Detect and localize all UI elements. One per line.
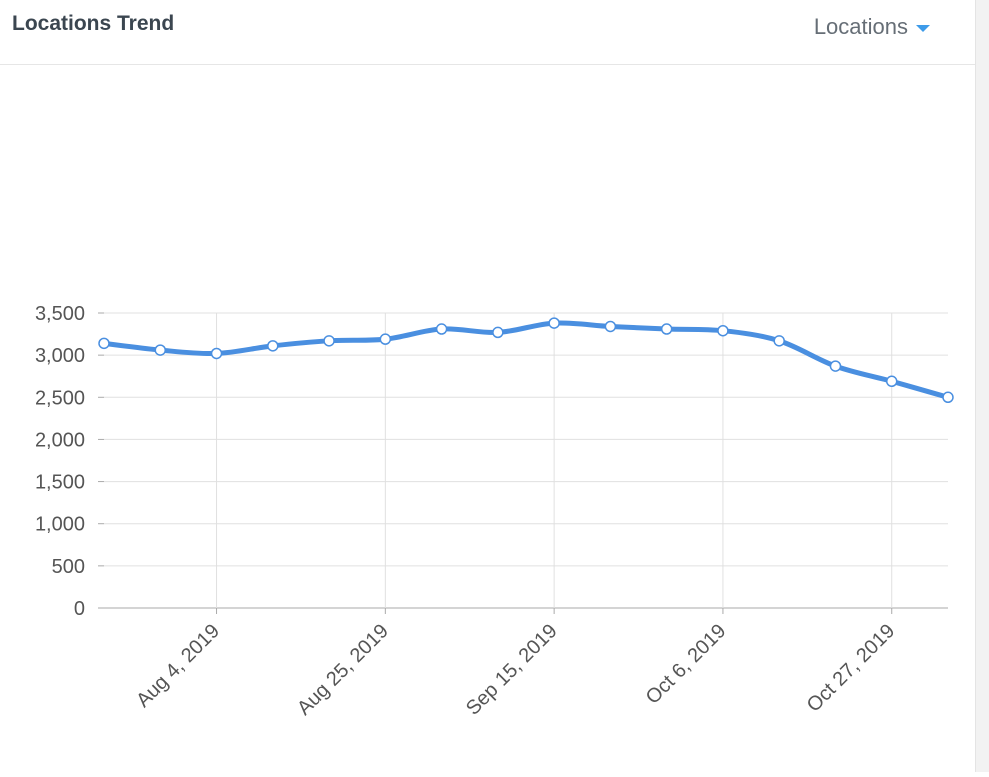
- x-tick-label: Aug 4, 2019: [132, 620, 224, 712]
- data-point[interactable]: [435, 323, 448, 335]
- data-point[interactable]: [829, 360, 842, 372]
- line-chart: 0 500 1,000 1,500 2,000 2,500 3,000 3,500 Aug 4,…: [35, 303, 954, 720]
- x-tick-label: Oct 27, 2019: [803, 620, 900, 717]
- data-point[interactable]: [210, 347, 223, 360]
- y-tick-label: 2,500: [35, 387, 85, 409]
- card-title: Locations Trend: [12, 12, 175, 35]
- data-point[interactable]: [98, 337, 110, 350]
- caret-down-icon: [916, 24, 930, 32]
- y-tick-label: 500: [52, 556, 85, 578]
- series-line: [101, 320, 951, 400]
- y-tick-label: 2,000: [35, 429, 85, 451]
- y-tick-label: 0: [74, 598, 85, 620]
- y-tick-label: 3,500: [35, 303, 85, 325]
- data-point[interactable]: [942, 391, 954, 404]
- chart-area: 0 500 1,000 1,500 2,000 2,500 3,000 3,500 Aug 4,…: [0, 66, 975, 772]
- x-tick-label: Oct 6, 2019: [642, 620, 731, 709]
- y-tick-label: 3,000: [35, 345, 85, 367]
- data-point[interactable]: [154, 344, 167, 356]
- data-point[interactable]: [885, 375, 898, 388]
- data-point[interactable]: [323, 335, 335, 347]
- data-point[interactable]: [773, 335, 785, 347]
- x-tick-label: Sep 15, 2019: [462, 620, 562, 720]
- dropdown-label: Locations: [813, 14, 908, 39]
- y-tick-label: 1,000: [35, 514, 85, 536]
- x-tick-label: Aug 25, 2019: [293, 620, 393, 720]
- data-point[interactable]: [604, 320, 617, 333]
- locations-trend-card: Locations Trend Locations 0 500 1,000 1,500…: [0, 0, 975, 772]
- scrollbar[interactable]: [975, 0, 989, 772]
- data-point[interactable]: [379, 333, 392, 345]
- card-header: Locations Trend Locations: [0, 0, 975, 65]
- series: [98, 317, 954, 404]
- locations-dropdown[interactable]: Locations: [814, 14, 930, 40]
- axes: 0 500 1,000 1,500 2,000 2,500 3,000 3,500 Aug 4,…: [35, 303, 899, 720]
- y-tick-label: 1,500: [35, 472, 85, 494]
- data-point[interactable]: [717, 324, 729, 337]
- data-point[interactable]: [267, 340, 279, 352]
- data-point[interactable]: [660, 323, 673, 335]
- data-point[interactable]: [548, 317, 560, 329]
- data-point[interactable]: [492, 326, 504, 339]
- grid: [104, 312, 948, 609]
